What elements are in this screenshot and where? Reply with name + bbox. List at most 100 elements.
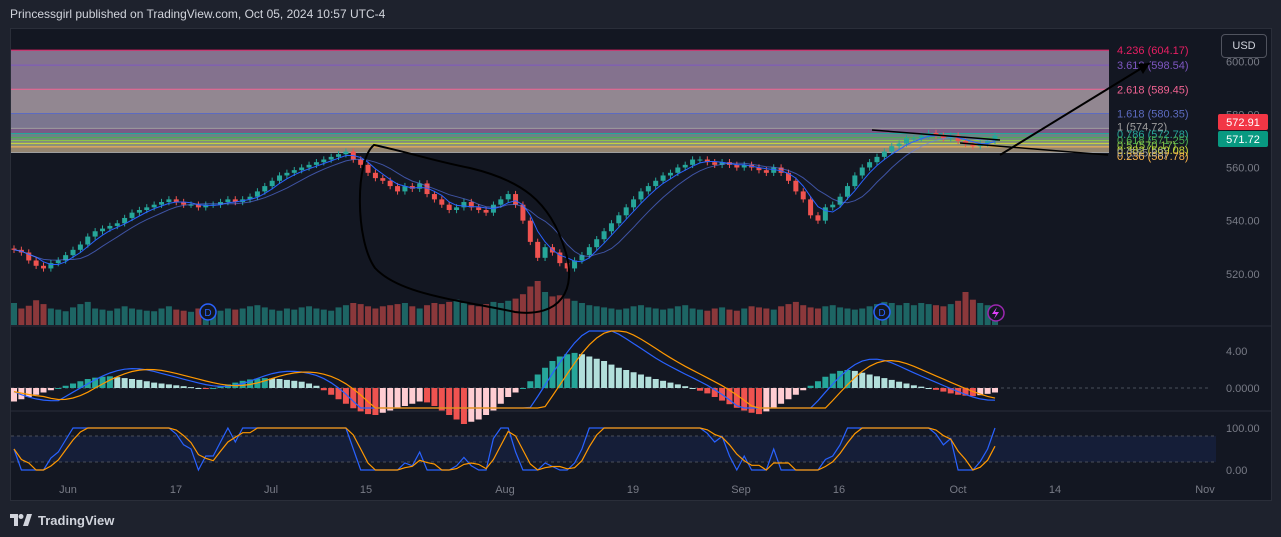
candle-body <box>682 164 688 168</box>
volume-bar <box>379 306 386 325</box>
volume-bar <box>431 303 438 325</box>
volume-bar <box>239 308 246 325</box>
volume-bar <box>11 303 17 325</box>
candle-body <box>505 194 511 200</box>
volume-bar <box>719 307 726 325</box>
candle-body <box>188 204 194 206</box>
volume-bar <box>283 308 290 325</box>
candle-body <box>417 183 423 189</box>
macd-histogram-bar <box>601 361 608 388</box>
volume-bar <box>630 306 637 325</box>
macd-histogram-bar <box>984 388 991 394</box>
volume-bar <box>763 308 770 325</box>
macd-histogram-bar <box>328 388 335 395</box>
candle-body <box>424 183 430 195</box>
volume-bar <box>667 308 674 325</box>
stoch-y-tick-label: 100.00 <box>1226 423 1260 435</box>
candle-body <box>970 143 976 147</box>
volume-bar <box>859 308 866 325</box>
volume-bar <box>217 310 224 325</box>
candle-body <box>815 215 821 221</box>
macd-histogram-bar <box>630 372 637 388</box>
fib-zone <box>11 50 1109 66</box>
volume-bar <box>527 286 534 325</box>
candle-body <box>793 180 799 192</box>
candle-body <box>601 231 607 240</box>
volume-bar <box>446 301 453 325</box>
candle-body <box>594 239 600 248</box>
macd-histogram-bar <box>468 388 475 422</box>
price-label-text: 571.72 <box>1226 134 1260 146</box>
volume-bar <box>711 308 718 325</box>
volume-bar <box>70 307 77 325</box>
volume-bar <box>969 299 976 325</box>
fib-level-label: 0 (565.63) <box>1117 148 1167 160</box>
macd-histogram-bar <box>711 388 718 397</box>
macd-histogram-bar <box>401 388 408 406</box>
macd-histogram-bar <box>873 376 880 388</box>
macd-histogram-bar <box>394 388 401 409</box>
macd-histogram-bar <box>564 354 571 388</box>
candle-body <box>859 167 865 176</box>
y-tick-label: 520.00 <box>1226 269 1260 281</box>
macd-histogram-bar <box>615 367 622 388</box>
fib-level-label: 1 (574.72) <box>1117 121 1167 133</box>
candle-body <box>653 180 659 187</box>
currency-button[interactable]: USD <box>1221 34 1267 58</box>
x-tick-label: 14 <box>1049 484 1061 496</box>
volume-bar <box>158 308 165 325</box>
candle-body <box>867 162 873 168</box>
ma-slow-line <box>13 136 995 261</box>
candle-body <box>638 191 644 200</box>
volume-bar <box>637 305 644 325</box>
candle-body <box>844 186 850 197</box>
macd-histogram-bar <box>940 388 947 392</box>
macd-histogram-bar <box>778 388 785 404</box>
candle-body <box>85 236 91 245</box>
candle-body <box>771 167 777 173</box>
fib-level-label: 1.618 (580.35) <box>1117 108 1189 120</box>
macd-histogram-bar <box>542 367 549 388</box>
macd-histogram-bar <box>11 388 17 402</box>
candle-body <box>33 260 39 266</box>
volume-bar <box>549 296 556 325</box>
macd-histogram-bar <box>276 379 283 388</box>
volume-bar <box>136 309 143 325</box>
candle-body <box>623 207 629 216</box>
candle-body <box>483 210 489 213</box>
macd-histogram-bar <box>92 377 99 388</box>
price-label-box <box>1218 131 1268 147</box>
volume-bar <box>475 306 482 325</box>
macd-histogram-bar <box>888 379 895 388</box>
candle-body <box>402 186 408 192</box>
candle-body <box>881 151 887 157</box>
fib-zone <box>11 133 1109 138</box>
candle-body <box>26 252 32 261</box>
macd-histogram-bar <box>763 388 770 412</box>
macd-histogram-bar <box>151 382 158 388</box>
volume-bar <box>807 307 814 325</box>
candle-body <box>203 204 209 208</box>
fib-level-label: 0.786 (572.78) <box>1117 129 1189 141</box>
volume-bar <box>18 308 25 325</box>
candle-body <box>136 210 142 213</box>
macd-histogram-bar <box>247 379 254 388</box>
candle-body <box>41 265 47 269</box>
macd-histogram-bar <box>291 380 298 388</box>
macd-histogram-bar <box>40 388 47 393</box>
candle-body <box>232 199 238 203</box>
macd-histogram-bar <box>438 388 445 411</box>
volume-bar <box>490 301 497 325</box>
volume-bar <box>910 305 917 325</box>
volume-bar <box>99 309 106 325</box>
volume-bar <box>542 292 549 325</box>
volume-bar <box>601 307 608 325</box>
macd-histogram-bar <box>335 388 342 400</box>
publisher-bar: Princessgirl published on TradingView.co… <box>0 0 1281 28</box>
candle-body <box>572 260 578 269</box>
candle-body <box>11 248 17 250</box>
candle-body <box>896 143 902 147</box>
candle-body <box>299 167 305 171</box>
macd-histogram-bar <box>416 388 423 402</box>
